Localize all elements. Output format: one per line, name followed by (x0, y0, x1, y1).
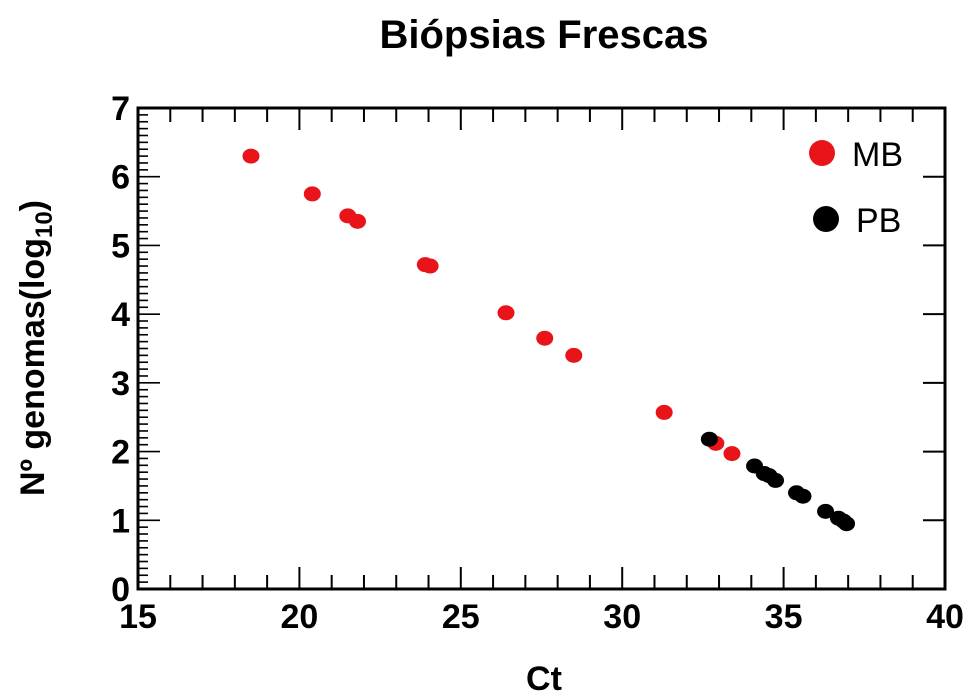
y-axis-label: Nº genomas(log10) (14, 200, 58, 496)
x-tick-label: 35 (765, 598, 803, 636)
y-tick-label: 6 (111, 159, 130, 197)
x-tick-label: 40 (926, 598, 964, 636)
data-point-mb (565, 347, 583, 363)
data-point-mb (723, 446, 741, 462)
y-tick-label: 4 (111, 296, 130, 334)
data-point-pb (838, 516, 856, 532)
y-axis-label-close: ) (14, 200, 52, 211)
y-axis-label-subscript: 10 (31, 211, 58, 238)
x-tick-label: 25 (442, 598, 480, 636)
chart-title: Biópsias Frescas (379, 13, 708, 57)
y-tick-label: 7 (111, 90, 130, 128)
data-point-pb (817, 503, 835, 519)
y-tick-label: 5 (111, 227, 130, 265)
y-axis-ticks (138, 107, 945, 590)
x-axis-ticks (137, 108, 946, 589)
legend-label-pb: PB (856, 202, 901, 240)
data-point-pb (767, 472, 785, 488)
x-axis-label: Ct (526, 660, 562, 696)
x-tick-label: 20 (280, 598, 318, 636)
legend: MB PB (809, 136, 903, 240)
data-points (242, 148, 856, 532)
y-tick-label: 3 (111, 365, 130, 403)
data-point-mb (497, 305, 515, 321)
x-tick-label: 30 (603, 598, 641, 636)
x-axis-tick-labels: 15 20 25 30 35 40 (119, 598, 964, 636)
data-point-mb (536, 330, 554, 346)
y-axis-label-main: Nº genomas(log (14, 238, 52, 496)
data-point-mb (349, 213, 367, 229)
data-point-pb (794, 488, 812, 504)
data-point-mb (421, 258, 439, 274)
x-tick-label: 15 (119, 598, 157, 636)
legend-marker-pb (813, 206, 839, 232)
data-point-pb (700, 431, 718, 447)
legend-marker-mb (809, 140, 835, 166)
y-tick-label: 1 (111, 502, 130, 540)
legend-label-mb: MB (852, 136, 903, 174)
y-tick-label: 0 (111, 571, 130, 609)
data-point-mb (303, 186, 321, 202)
data-point-mb (655, 404, 673, 420)
y-axis-tick-labels: 0 1 2 3 4 5 6 7 (111, 90, 130, 609)
y-tick-label: 2 (111, 434, 130, 472)
data-point-mb (242, 148, 260, 164)
